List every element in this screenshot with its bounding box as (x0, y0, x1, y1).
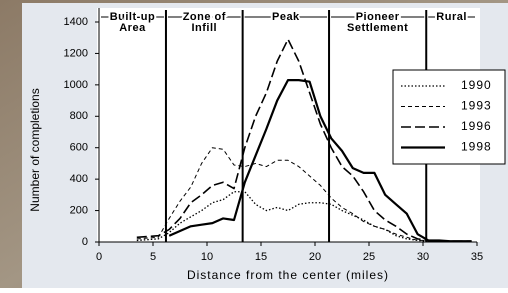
zone-label: Settlement (347, 22, 408, 34)
x-tick-label: 30 (417, 251, 429, 263)
y-tick-label: 400 (70, 173, 88, 185)
zone-label: Area (119, 22, 146, 34)
x-tick-label: 5 (150, 251, 156, 263)
legend-label: 1996 (461, 119, 492, 133)
x-tick-label: 0 (96, 251, 102, 263)
y-tick-label: 1000 (64, 79, 88, 91)
x-tick-label: 25 (363, 251, 375, 263)
x-tick-label: 15 (255, 251, 267, 263)
zone-label: Peak (272, 11, 300, 23)
legend-label: 1993 (461, 99, 492, 113)
x-axis-title: Distance from the center (miles) (187, 268, 389, 282)
x-tick-label: 10 (201, 251, 213, 263)
x-tick-label: 35 (471, 251, 483, 263)
y-axis-title: Number of completions (28, 88, 42, 211)
y-tick-label: 200 (70, 204, 88, 216)
legend-label: 1998 (461, 140, 492, 154)
y-tick-label: 800 (70, 110, 88, 122)
x-tick-label: 20 (309, 251, 321, 263)
y-tick-label: 1200 (64, 47, 88, 59)
y-tick-label: 1400 (64, 16, 88, 28)
y-tick-label: 0 (82, 236, 88, 248)
zone-label: Infill (191, 22, 217, 34)
y-tick-label: 600 (70, 142, 88, 154)
zone-label: Rural (436, 11, 467, 23)
chart: Number of completions Distance from the … (0, 0, 508, 288)
legend-label: 1990 (461, 78, 492, 92)
